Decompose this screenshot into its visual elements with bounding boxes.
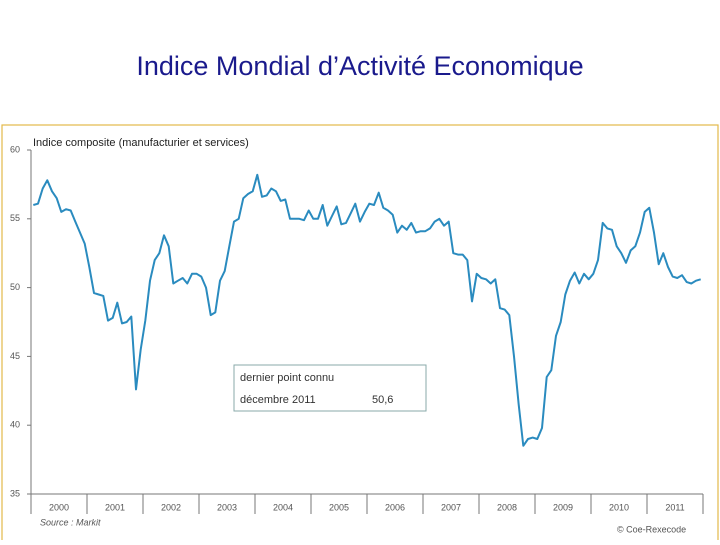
annotation: 50,6: [372, 394, 393, 406]
frame: [1, 124, 719, 545]
slide-title: Indice Mondial d’Activité Economique: [136, 51, 583, 81]
x-tick-label: 2005: [329, 502, 349, 512]
source: Source : Markit: [40, 517, 101, 527]
y-tick-label: 55: [10, 213, 20, 223]
y-tick-label: 60: [10, 144, 20, 154]
x-tick-label: 2007: [441, 502, 461, 512]
y-tick-label: 50: [10, 282, 20, 292]
x-tick-label: 2009: [553, 502, 573, 512]
annotation: dernier point connu: [240, 372, 334, 384]
x-tick-label: 2001: [105, 502, 125, 512]
x-tick-label: 2010: [609, 502, 629, 512]
credit: © Coe-Rexecode: [617, 524, 686, 534]
x-tick-label: 2000: [49, 502, 69, 512]
x-tick-label: 2008: [497, 502, 517, 512]
x-tick-label: 2004: [273, 502, 293, 512]
x-tick-label: 2011: [665, 502, 684, 512]
x-tick-label: 2006: [385, 502, 405, 512]
data-line: [33, 173, 701, 447]
x-tick-label: 2003: [217, 502, 237, 512]
y-tick-label: 35: [10, 488, 20, 498]
y-tick-label: 40: [10, 420, 20, 430]
x-tick-label: 2002: [161, 502, 181, 512]
chart-subtitle: Indice composite (manufacturier et servi…: [33, 137, 249, 149]
annotation-box: [233, 364, 427, 412]
annotation: décembre 2011: [240, 394, 316, 406]
y-tick-label: 45: [10, 351, 20, 361]
